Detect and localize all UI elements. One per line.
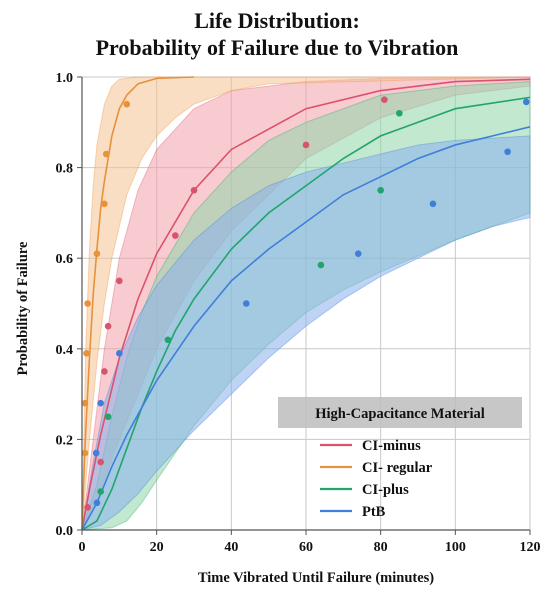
data-point — [164, 336, 172, 344]
data-point — [104, 322, 112, 330]
y-tick-label: 0.0 — [56, 524, 74, 539]
y-tick-label: 0.4 — [56, 343, 74, 358]
fit-line — [81, 126, 531, 531]
data-point — [522, 98, 530, 106]
data-point — [396, 109, 403, 117]
y-tick-labels: 0.0 0.2 0.4 0.6 0.8 1.0 — [56, 71, 74, 539]
data-point — [504, 148, 511, 156]
fit-line — [81, 76, 195, 531]
legend-label: CI-plus — [362, 482, 409, 498]
x-tick-label: 80 — [374, 540, 388, 555]
data-points — [81, 96, 530, 511]
data-point — [116, 350, 123, 357]
data-point — [97, 399, 104, 407]
data-point — [190, 186, 198, 194]
data-point — [101, 200, 108, 208]
legend-label: CI- regular — [362, 460, 433, 476]
data-point — [93, 499, 101, 507]
data-point — [172, 232, 179, 239]
legend-title: High-Capacitance Material — [315, 406, 485, 422]
legend: High-Capacitance Material CI-minus CI- re… — [278, 397, 522, 520]
fit-line — [81, 96, 531, 531]
legend-label: PtB — [362, 504, 386, 520]
data-point — [81, 449, 89, 457]
x-axis-title: Time Vibrated Until Failure (minutes) — [198, 570, 434, 586]
data-point — [317, 261, 325, 269]
legend-title-background — [278, 397, 522, 428]
confidence-band — [81, 135, 531, 531]
fit-lines — [81, 76, 531, 531]
plot-axes — [77, 76, 531, 535]
data-point — [83, 350, 90, 357]
data-point — [92, 449, 100, 457]
data-point — [84, 300, 91, 307]
chart-title-line-1: Life Distribution: — [194, 8, 360, 33]
data-point — [429, 200, 437, 208]
y-tick-label: 0.2 — [56, 433, 74, 448]
x-tick-label: 20 — [150, 540, 164, 555]
data-point — [104, 413, 112, 421]
x-tick-label: 100 — [445, 540, 466, 555]
x-tick-labels: 0 20 40 60 80 100 120 — [79, 540, 541, 555]
data-point — [84, 504, 91, 511]
y-axis-title: Probability of Failure — [15, 241, 31, 376]
data-point — [242, 300, 250, 307]
data-point — [97, 458, 104, 466]
x-tick-label: 60 — [299, 540, 313, 555]
y-tick-label: 1.0 — [56, 71, 74, 86]
fit-line — [81, 78, 531, 531]
x-tick-label: 40 — [224, 540, 238, 555]
legend-label: CI-minus — [362, 438, 421, 454]
legend-items: CI-minus CI- regular CI-plus PtB — [320, 438, 433, 520]
data-point — [381, 96, 388, 103]
data-point — [354, 250, 362, 257]
x-tick-label: 0 — [79, 540, 86, 555]
data-point — [377, 186, 384, 194]
data-point — [123, 100, 131, 108]
y-tick-label: 0.8 — [56, 162, 74, 177]
data-point — [81, 399, 89, 407]
data-point — [97, 488, 104, 495]
data-point — [101, 368, 108, 375]
data-point — [302, 141, 310, 149]
y-tick-label: 0.6 — [56, 252, 74, 267]
confidence-band — [81, 76, 531, 531]
x-tick-label: 120 — [520, 540, 541, 555]
data-point — [93, 250, 101, 257]
data-point — [116, 277, 123, 285]
data-point — [102, 150, 110, 158]
chart-title-line-2: Probability of Failure due to Vibration — [95, 35, 459, 60]
